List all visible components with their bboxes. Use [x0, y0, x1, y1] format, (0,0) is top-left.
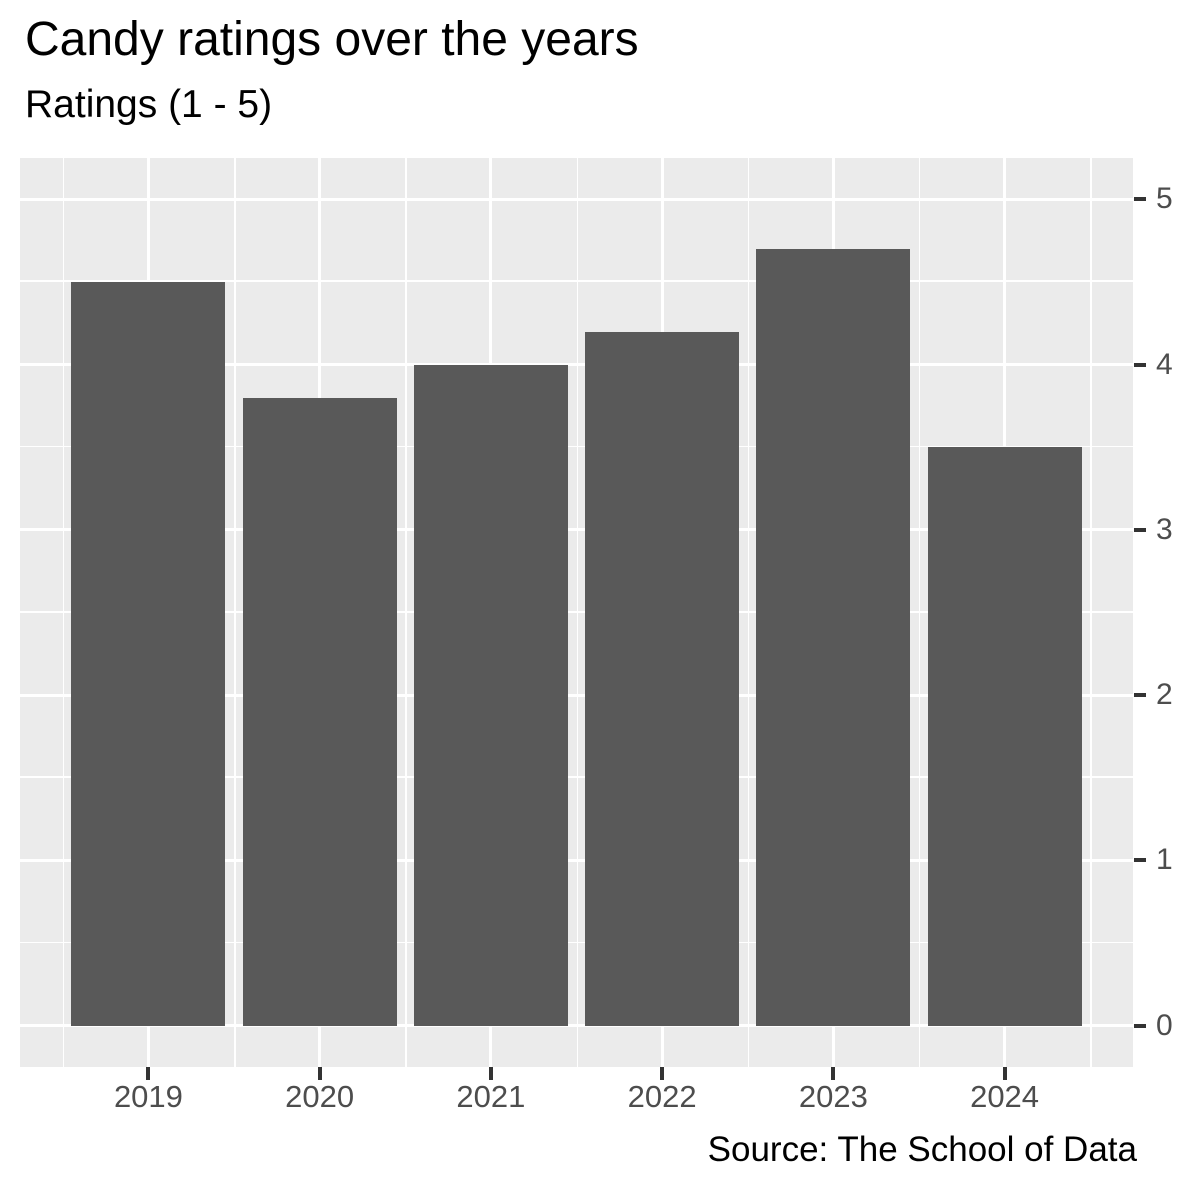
- gridline-v-minor: [576, 158, 578, 1067]
- x-tick: [317, 1067, 322, 1080]
- y-tick: [1134, 527, 1146, 532]
- y-tick: [1134, 362, 1146, 367]
- source-caption: Source: The School of Data: [707, 1130, 1137, 1169]
- y-tick-label: 5: [1156, 182, 1173, 216]
- y-tick: [1134, 197, 1146, 202]
- gridline-h-major: [20, 528, 1133, 532]
- gridline-v-minor: [234, 158, 236, 1067]
- gridline-v-minor: [747, 158, 750, 1067]
- gridline-h-major: [20, 858, 1133, 862]
- y-tick-label: 4: [1156, 347, 1173, 381]
- y-tick-label: 1: [1156, 843, 1173, 877]
- gridline-h-major: [20, 693, 1133, 697]
- y-tick: [1134, 693, 1146, 698]
- bar-2023: [756, 248, 911, 1026]
- x-tick-label: 2024: [970, 1079, 1040, 1114]
- gridline-h-major: [20, 1024, 1133, 1028]
- y-tick: [1134, 858, 1146, 863]
- x-tick: [831, 1067, 836, 1080]
- x-tick-label: 2020: [285, 1079, 355, 1114]
- x-tick: [660, 1067, 665, 1080]
- gridline-v-minor: [918, 158, 921, 1067]
- bar-2019: [71, 281, 226, 1026]
- gridline-h-major: [20, 363, 1133, 367]
- gridline-h-major: [20, 197, 1133, 201]
- gridline-v-minor: [1090, 158, 1092, 1067]
- gridline-v-minor: [405, 158, 407, 1067]
- gridline-v-minor: [62, 158, 65, 1067]
- x-tick-label: 2022: [627, 1079, 697, 1114]
- bar-2024: [927, 447, 1082, 1026]
- x-tick: [1002, 1067, 1007, 1080]
- bar-2021: [413, 364, 568, 1026]
- x-tick-label: 2023: [798, 1079, 868, 1114]
- chart-title: Candy ratings over the years: [25, 13, 639, 66]
- y-tick-label: 0: [1156, 1008, 1173, 1042]
- bar-2020: [242, 397, 397, 1026]
- y-tick-label: 3: [1156, 512, 1173, 546]
- y-tick: [1134, 1023, 1146, 1028]
- bar-2022: [585, 331, 740, 1026]
- y-tick-label: 2: [1156, 678, 1173, 712]
- plot-panel: [20, 158, 1133, 1067]
- x-tick: [488, 1067, 493, 1080]
- chart-subtitle: Ratings (1 - 5): [25, 83, 273, 126]
- x-tick: [146, 1067, 151, 1080]
- x-tick-label: 2019: [113, 1079, 183, 1114]
- x-tick-label: 2021: [456, 1079, 526, 1114]
